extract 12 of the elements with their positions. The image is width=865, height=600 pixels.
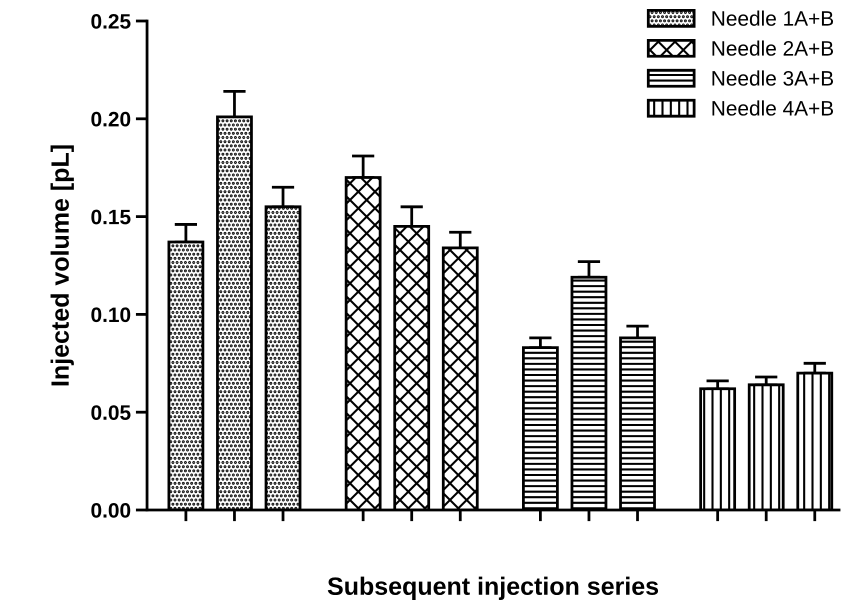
y-axis-title: Injected volume [pL] [50, 145, 74, 386]
legend-label: Needle 3A+B [712, 70, 834, 86]
y-tick-label: 0.25 [91, 14, 130, 29]
legend-label: Needle 2A+B [712, 40, 834, 56]
y-tick-label: 0.05 [91, 405, 130, 420]
x-axis-title: Subsequent injection series [328, 576, 658, 600]
legend-label: Needle 4A+B [712, 100, 834, 116]
y-tick-label: 0.15 [91, 210, 130, 224]
y-tick-label: 0.10 [91, 307, 130, 322]
legend-label: Needle 1A+B [712, 10, 834, 26]
y-tick-label: 0.20 [91, 112, 130, 127]
y-tick-label: 0.00 [91, 503, 130, 518]
